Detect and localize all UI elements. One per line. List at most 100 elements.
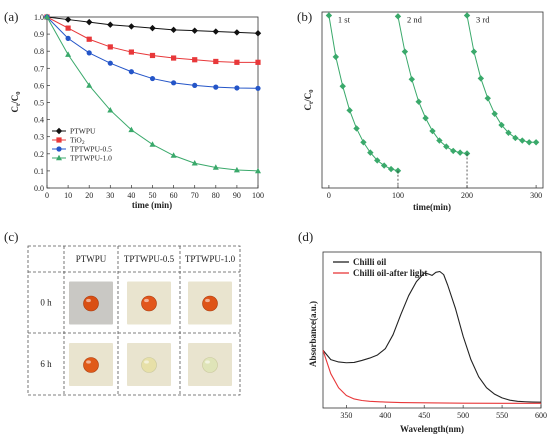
panel-a-x-tick-label: 70: [191, 191, 199, 200]
data-point: [456, 149, 464, 156]
panel-c-row-label: 6 h: [40, 359, 52, 369]
panel-d: (d) Wavelength(nm) Absorbance(a.u.) 350 4…: [298, 229, 547, 434]
data-point: [233, 166, 240, 173]
data-point: [512, 134, 519, 142]
panel-b-y-axis-label: Ct/C0: [303, 90, 315, 111]
oil-droplet: [141, 295, 157, 312]
panel-a-y-tick-label: 0.9: [34, 30, 44, 39]
data-point: [107, 21, 114, 28]
oil-droplet: [141, 357, 157, 373]
panel-a-x-axis-label: time (min): [132, 200, 172, 210]
legend-marker: [55, 127, 63, 135]
data-point: [422, 114, 429, 122]
data-point: [234, 59, 240, 65]
panel-a-y-tick-label: 0.0: [34, 184, 44, 193]
data-point: [212, 164, 219, 170]
panel-b-x-tick-label: 100: [392, 191, 404, 200]
panel-b-cycle-1: 1 st: [325, 12, 402, 174]
data-point: [498, 121, 505, 129]
data-point: [325, 12, 333, 19]
legend-marker: [56, 154, 62, 161]
data-point: [450, 147, 457, 155]
data-point: [191, 27, 198, 34]
data-point: [380, 162, 388, 169]
data-point: [463, 12, 471, 19]
oil-droplet: [202, 357, 218, 373]
data-point: [170, 152, 177, 158]
data-point: [213, 84, 219, 90]
data-point: [394, 13, 402, 20]
data-point: [360, 139, 367, 146]
panel-c-frame: [27, 245, 241, 396]
panel-b-x-tick-label: 0: [327, 191, 331, 200]
droplet-highlight: [205, 360, 210, 364]
ylabel-part: /C: [10, 95, 20, 105]
data-point: [255, 167, 261, 174]
panel-a-x-tick-label: 40: [127, 191, 135, 200]
panel-b-cycle-2: 2 nd: [394, 13, 471, 188]
oil-droplet: [83, 357, 99, 373]
data-point: [212, 28, 219, 35]
panel-c-column-header: TPTWPU-1.0: [185, 254, 236, 264]
legend-sub: 2: [82, 140, 85, 146]
data-point: [128, 69, 134, 75]
panel-c-sample-photo: [188, 343, 232, 386]
data-point: [255, 85, 261, 91]
droplet-highlight: [144, 360, 149, 364]
data-point: [443, 143, 450, 150]
panel-b-cycle-3: 3 rd: [463, 12, 540, 188]
legend-label: Chilli oil: [353, 257, 387, 267]
panel-c-column-header: TPTWPU-0.5: [124, 254, 175, 264]
droplet-highlight: [86, 298, 91, 303]
panel-a-y-tick-label: 1.0: [34, 13, 44, 22]
data-point: [491, 110, 498, 118]
panel-d-y-axis-label: Absorbance(a.u.): [308, 301, 318, 367]
data-point: [64, 16, 72, 23]
data-point: [213, 58, 219, 65]
panel-a-y-tick-label: 0.5: [34, 99, 44, 108]
legend-marker: [56, 137, 62, 143]
panel-d-label: (d): [298, 229, 313, 244]
panel-d-x-tick-label: 450: [418, 411, 430, 420]
data-point: [149, 24, 156, 32]
panel-a: (a) Ct/C0 time (min) 0 10 20 30 40 50 60 70 80 90…: [4, 9, 264, 210]
cycle-label: 2 nd: [407, 14, 423, 24]
panel-a-y-tick-label: 0.6: [34, 81, 44, 90]
panel-a-y-tick-label: 0.3: [34, 133, 44, 142]
data-point: [149, 52, 156, 59]
data-point: [233, 29, 241, 36]
panel-a-series-tptwpu-1-0: [44, 13, 261, 174]
series-line: [322, 350, 541, 404]
data-point: [339, 82, 346, 90]
legend-label: PTWPU: [70, 127, 96, 136]
data-point: [387, 165, 395, 173]
data-point: [65, 25, 71, 31]
data-point: [191, 160, 198, 166]
series-line: [322, 270, 542, 403]
cycle-label: 3 rd: [476, 14, 490, 24]
panel-d-x-tick-label: 400: [379, 411, 391, 420]
ylabel-part: C: [10, 106, 20, 113]
data-point: [532, 139, 540, 146]
ylabel-sub: 0: [15, 92, 22, 95]
panel-c-row-label: 0 h: [40, 298, 52, 308]
panel-a-x-tick-label: 60: [170, 191, 178, 200]
data-point: [436, 137, 443, 144]
legend-label: TiO2: [70, 136, 85, 147]
oil-droplet: [202, 295, 218, 312]
ylabel-part: /C: [303, 93, 313, 103]
ylabel-part: C: [303, 104, 313, 111]
data-point: [505, 129, 512, 136]
panel-b-x-axis-label: time(min): [413, 202, 451, 212]
data-point: [484, 95, 491, 102]
data-point: [429, 127, 436, 135]
series-line: [328, 15, 399, 172]
data-point: [254, 30, 262, 37]
panel-a-series-tio2: [44, 14, 261, 65]
panel-a-y-tick-label: 0.1: [34, 167, 44, 176]
data-point: [525, 139, 533, 146]
panel-c-label: (c): [4, 229, 18, 244]
data-point: [332, 53, 340, 61]
